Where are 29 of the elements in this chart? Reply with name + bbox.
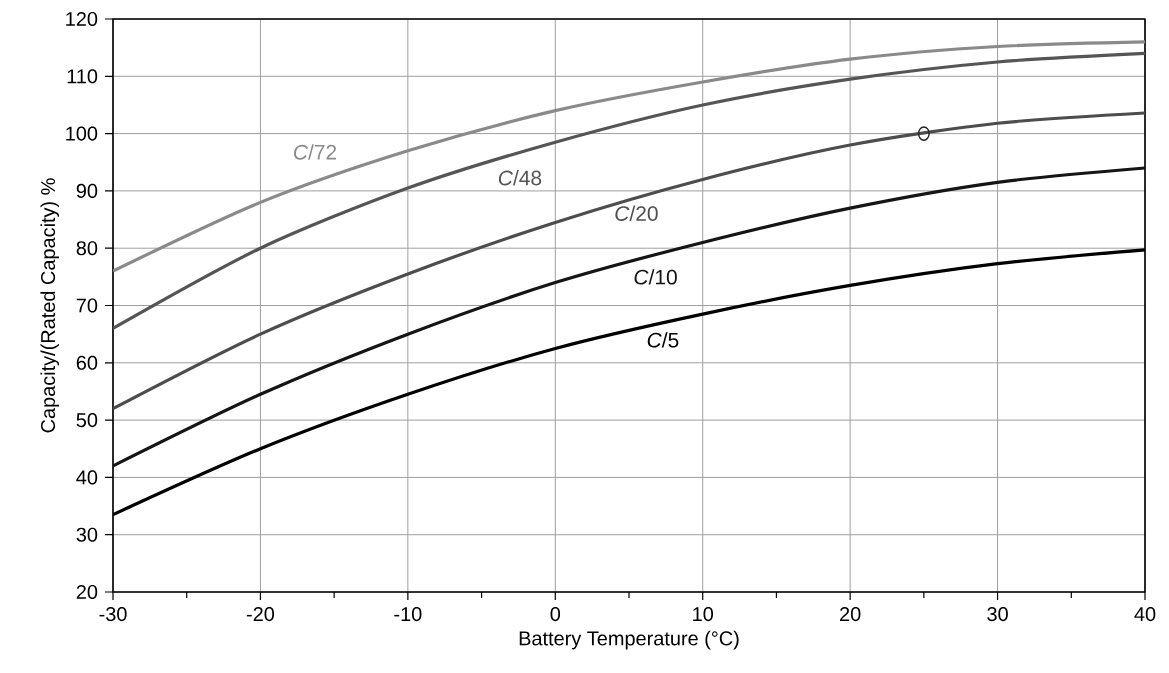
x-tick-label: 20 (840, 607, 861, 622)
y-tick-label: 20 (76, 584, 98, 600)
line-series (113, 111, 1145, 411)
y-tick-label: 110 (67, 69, 98, 84)
x-tick-label: 10 (693, 607, 714, 622)
x-tick-label: 0 (550, 607, 561, 622)
series-label: C/72 (293, 144, 337, 160)
x-tick-label: 40 (1134, 607, 1156, 622)
y-tick-label: 80 (76, 241, 98, 256)
y-tick-label: 100 (66, 126, 98, 141)
x-axis-title: Battery Temperature (°C) (519, 630, 739, 650)
y-axis-title: Capacity/(Rated Capacity) % (40, 178, 60, 433)
series-label: C/20 (615, 205, 658, 221)
series-label: C/5 (647, 332, 679, 348)
y-tick-label: 60 (76, 355, 98, 370)
x-tick-label: 30 (987, 607, 1008, 622)
line-series (113, 51, 1145, 331)
y-tick-label: 120 (66, 11, 98, 27)
y-tick-label: 30 (76, 527, 98, 542)
x-tick-label: -10 (394, 607, 422, 622)
line-series (113, 166, 1145, 468)
y-tick-label: 50 (76, 413, 98, 428)
y-tick-label: 90 (76, 183, 98, 198)
y-tick-label: 70 (76, 298, 98, 313)
series-label: C/48 (498, 170, 542, 186)
y-tick-label: 40 (76, 470, 98, 485)
x-tick-label: -20 (246, 607, 275, 622)
x-tick-label: -30 (99, 607, 127, 622)
series-label: C/10 (634, 269, 677, 285)
